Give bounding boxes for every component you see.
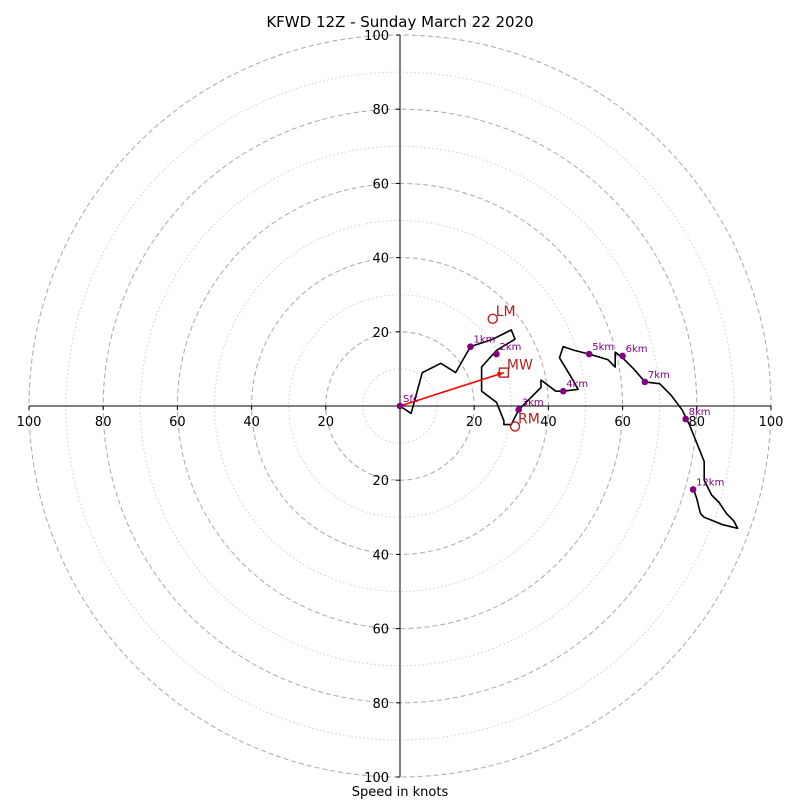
y-tick-label: 40 xyxy=(372,548,389,563)
height-marker xyxy=(493,350,500,358)
x-tick-label: 100 xyxy=(759,415,784,430)
motion-marker-square xyxy=(498,367,510,378)
x-tick-label: 60 xyxy=(169,415,186,430)
height-marker xyxy=(585,350,593,358)
height-marker-label: 1km xyxy=(473,335,495,346)
y-tick-label: 80 xyxy=(372,697,389,712)
height-marker-label: 5km xyxy=(592,342,614,353)
height-marker-label: 4km xyxy=(566,379,588,390)
x-axis-label: Speed in knots xyxy=(352,785,449,800)
motion-marker-label: RM xyxy=(518,411,540,427)
hodograph-trace xyxy=(399,329,739,530)
mean-wind-arrow xyxy=(399,371,505,407)
y-tick-label: 60 xyxy=(372,623,389,638)
height-marker xyxy=(467,343,474,350)
y-tick-label: 100 xyxy=(364,29,389,44)
height-marker xyxy=(396,402,404,410)
y-tick-label: 20 xyxy=(372,474,389,489)
mean-wind-arrowhead xyxy=(496,371,504,378)
height-marker xyxy=(559,387,567,395)
height-marker xyxy=(689,486,697,493)
height-marker xyxy=(641,378,649,386)
height-marker xyxy=(619,352,626,360)
height-marker-label: 3km xyxy=(522,398,544,409)
height-marker xyxy=(515,406,523,414)
x-tick-label: 20 xyxy=(466,415,483,430)
x-tick-label: 80 xyxy=(95,415,112,430)
x-tick-label: 40 xyxy=(540,415,557,430)
motion-marker-circle xyxy=(509,421,521,432)
x-tick-label: 80 xyxy=(689,415,706,430)
y-tick-label: 100 xyxy=(364,771,389,786)
tick-labels: 100 80 60 40 20 20 40 60 80 100 100 80 60 40 20 20 40 60 8… xyxy=(17,29,784,786)
x-tick-label: 60 xyxy=(614,415,631,430)
y-tick-label: 40 xyxy=(372,252,389,267)
chart-title: KFWD 12Z - Sunday March 22 2020 xyxy=(266,13,533,31)
height-marker-label: 2km xyxy=(499,342,521,353)
height-marker-label: 8km xyxy=(689,407,711,418)
y-tick-label: 20 xyxy=(372,326,389,341)
hodograph-series: Sfc 1km 2km 3km 4km 5km 6km 7km 8km 12km LM MW RM xyxy=(396,304,739,530)
height-marker-label: Sfc xyxy=(403,394,418,405)
motion-marker-label: MW xyxy=(507,358,533,374)
y-tick-label: 60 xyxy=(372,177,389,192)
height-marker-label: 12km xyxy=(696,477,724,488)
motion-marker-label: LM xyxy=(496,304,516,320)
height-marker-label: 6km xyxy=(626,344,648,355)
height-marker xyxy=(682,415,689,423)
y-tick-label: 80 xyxy=(372,103,389,118)
x-tick-label: 40 xyxy=(243,415,260,430)
x-tick-label: 20 xyxy=(318,415,335,430)
motion-marker-circle xyxy=(487,313,498,325)
height-marker-label: 7km xyxy=(648,370,670,381)
x-tick-label: 100 xyxy=(17,415,42,430)
